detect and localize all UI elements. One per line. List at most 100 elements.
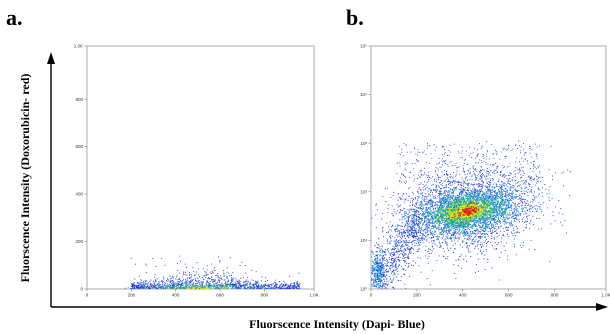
panel-a-event-point (234, 285, 236, 287)
panel-b-event-point (400, 210, 402, 212)
panel-b-event-point (531, 186, 533, 188)
panel-b-event-point (420, 271, 422, 273)
panel-b-event-point (498, 256, 500, 259)
panel-b-event-point (392, 248, 394, 250)
panel-b-event-point (384, 276, 386, 278)
panel-b-event-point (484, 236, 486, 238)
panel-b-event-point (414, 245, 416, 247)
panel-b-event-point (483, 233, 485, 235)
panel-a-event-point (274, 286, 276, 288)
panel-a-event-point (272, 283, 274, 285)
panel-b-event-point (386, 222, 388, 224)
panel-b-event-point (466, 226, 468, 228)
panel-a-event-point (155, 285, 157, 287)
panel-b-event-point (468, 234, 470, 236)
panel-b-event-point (473, 240, 475, 243)
panel-b-event-point (473, 173, 475, 175)
panel-b-event-point (517, 205, 519, 208)
panel-b-event-point (515, 189, 517, 191)
panel-a-event-point (145, 263, 147, 265)
panel-b-event-point (411, 225, 414, 227)
panel-a-event-point (180, 286, 182, 288)
panel-b-event-point (527, 218, 529, 220)
panel-b-event-point (503, 245, 505, 247)
panel-b-event-point (436, 245, 438, 247)
panel-a-event-point (231, 281, 233, 283)
panel-b-event-point (508, 145, 510, 147)
panel-b-event-point (527, 203, 529, 205)
panel-b-event-point (480, 188, 482, 190)
panel-b-event-point (407, 213, 410, 215)
panel-b-event-point (415, 218, 417, 220)
panel-b-event-point (396, 210, 398, 212)
panel-b-event-point (431, 190, 433, 192)
panel-b-event-point (517, 214, 519, 216)
panel-b-event-point (471, 239, 473, 241)
panel-b-event-point (494, 209, 496, 211)
panel-b-event-point (435, 181, 437, 183)
panel-b-event-point (451, 164, 453, 167)
panel-b-event-point (464, 191, 466, 193)
panel-b-event-point (482, 168, 484, 171)
panel-a-event-point (177, 281, 180, 283)
panel-a-event-point (188, 274, 191, 276)
panel-b-event-point (482, 155, 484, 157)
panel-a-event-point (290, 288, 292, 289)
panel-b-event-point (452, 235, 455, 237)
panel-b-event-point (405, 163, 407, 165)
panel-a-event-point (192, 266, 194, 269)
panel-b-event-point (487, 177, 489, 179)
panel-b-event-point (526, 213, 528, 215)
panel-a-event-point (296, 282, 298, 284)
panel-a-event-point (186, 279, 188, 281)
panel-b-event-point (467, 244, 469, 247)
panel-b-event-point (509, 180, 511, 183)
panel-b-event-point (413, 233, 415, 235)
panel-b-event-point (464, 233, 466, 235)
panel-b-event-point (444, 162, 446, 164)
panel-b-event-point (462, 192, 464, 194)
panel-b-event-point (548, 189, 550, 191)
panel-a-event-point (187, 277, 189, 279)
panel-a-event-point (247, 288, 249, 289)
panel-b-event-point (495, 248, 497, 250)
panel-b-event-point (411, 226, 413, 228)
panel-b-event-point (455, 162, 457, 164)
panel-b-event-point (468, 192, 470, 194)
panel-a-event-point (203, 287, 205, 289)
panel-b-event-point (458, 184, 460, 186)
panel-b-event-point (413, 174, 415, 176)
panel-b-event-point (430, 215, 433, 217)
panel-b-event-point (438, 162, 440, 164)
panel-b-event-point (474, 183, 476, 185)
panel-b-event-point (437, 176, 440, 178)
panel-b-event-point (405, 230, 407, 232)
panel-b-event-point (427, 231, 429, 233)
panel-b-event-point (483, 228, 485, 230)
panel-b-event-point (512, 176, 514, 178)
panel-a-event-point (164, 287, 166, 289)
panel-b-event-point (533, 165, 535, 167)
panel-a-event-point (164, 282, 166, 284)
panel-b-event-point (401, 251, 403, 253)
panel-a-event-point (228, 281, 230, 283)
panel-a-event-point (178, 277, 180, 279)
panel-a-event-point (194, 278, 196, 280)
panel-b-event-point (490, 170, 492, 172)
panel-b-event-point (406, 216, 408, 218)
panel-b-event-point (486, 151, 488, 153)
panel-b-event-point (500, 151, 502, 153)
panel-b-event-point (439, 187, 442, 189)
panel-b-event-point (408, 252, 411, 254)
panel-b-event-point (515, 173, 517, 175)
panel-b-event-point (522, 166, 524, 168)
panel-b-event-point (381, 227, 383, 229)
panel-b-event-point (489, 192, 491, 194)
panel-a-event-point (223, 270, 225, 272)
panel-a-event-point (144, 286, 147, 288)
panel-b-event-point (412, 198, 414, 200)
panel-b-event-point (507, 147, 509, 149)
panel-b-event-point (522, 242, 524, 244)
panel-b-event-point (399, 242, 401, 244)
